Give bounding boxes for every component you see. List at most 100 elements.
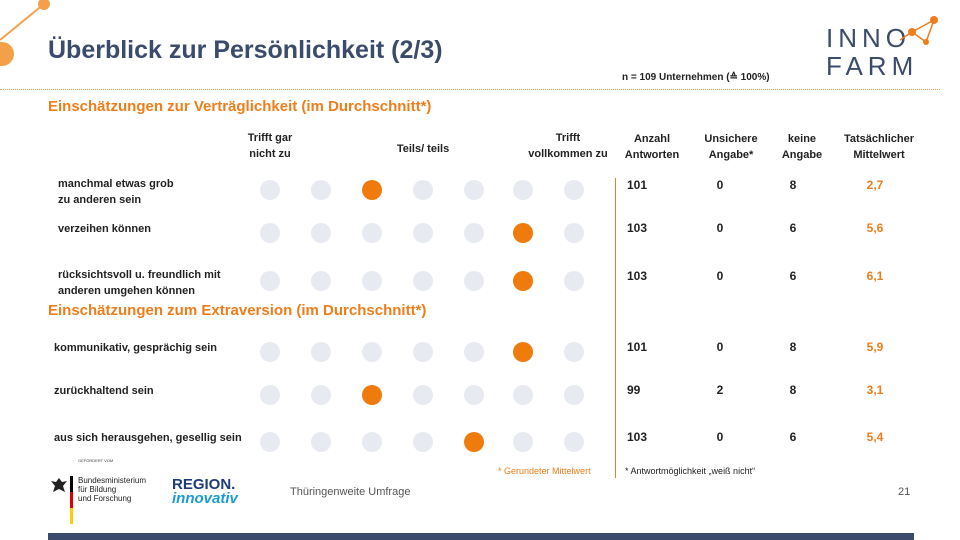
column-header-unsicher-l2: Angabe* xyxy=(708,149,754,161)
rating-dot xyxy=(311,385,331,405)
cell-keine: 8 xyxy=(789,340,797,354)
rating-dot xyxy=(260,342,280,362)
cell-anzahl: 101 xyxy=(627,340,648,354)
rating-dot xyxy=(362,271,382,291)
bmbf-logo: GEFÖRDERT VOM Bundesministerium für Bild… xyxy=(48,458,158,528)
rating-dot xyxy=(464,271,484,291)
eagle-icon xyxy=(51,478,67,492)
sample-size-note: n = 109 Unternehmen (≙ 100%) xyxy=(622,72,770,83)
row-label-line: zurückhaltend sein xyxy=(54,385,154,397)
section-title-vertraeglichkeit: Einschätzungen zur Verträglichkeit (im D… xyxy=(48,98,432,115)
scale-label-right-l1: Trifft xyxy=(555,132,581,144)
network-decoration xyxy=(0,0,50,66)
row-label-line: aus sich herausgehen, gesellig sein xyxy=(54,432,242,444)
row-label: manchmal etwas grob zu anderen sein xyxy=(58,176,174,208)
logo-line2: FARM xyxy=(826,51,919,81)
cell-mittelwert: 5,6 xyxy=(866,221,884,235)
footer-text: Thüringenweite Umfrage xyxy=(290,486,411,498)
rating-dot-selected xyxy=(513,271,533,291)
column-header-mittelwert: Tatsächlicher Mittelwert xyxy=(836,131,922,163)
region-logo-line1: REGION. xyxy=(172,476,236,493)
footnote-star-marker: * xyxy=(625,466,629,476)
rating-dot xyxy=(260,223,280,243)
rating-dot xyxy=(311,342,331,362)
footnote-rounded-marker: * xyxy=(498,466,502,476)
column-header-anzahl-l2: Antworten xyxy=(624,149,680,161)
cell-anzahl: 99 xyxy=(627,383,641,397)
rating-dot xyxy=(260,271,280,291)
rating-dot xyxy=(513,432,533,452)
scale-label-left-l2: nicht zu xyxy=(249,148,291,160)
footer-bar xyxy=(48,533,914,540)
rating-dot xyxy=(513,180,533,200)
footnote-rounded: * Gerundeter Mittelwert xyxy=(498,466,591,476)
scale-label-left-l1: Trifft gar xyxy=(247,132,293,144)
rating-dot xyxy=(564,180,584,200)
region-innovativ-logo: REGION. innovativ xyxy=(172,476,238,507)
logo-network-icon xyxy=(899,16,938,45)
cell-unsicher: 0 xyxy=(716,269,724,283)
page-title: Überblick zur Persönlichkeit (2/3) xyxy=(48,36,443,64)
rating-dot xyxy=(564,342,584,362)
cell-mittelwert: 3,1 xyxy=(866,383,884,397)
header-divider xyxy=(0,89,940,90)
rating-dot xyxy=(311,271,331,291)
row-label: verzeihen können xyxy=(58,221,151,237)
rating-dot xyxy=(564,385,584,405)
row-label-line: anderen umgehen können xyxy=(58,285,195,297)
funder-label: GEFÖRDERT VOM xyxy=(78,458,114,463)
rating-dot-selected xyxy=(464,432,484,452)
cell-anzahl: 101 xyxy=(627,178,648,192)
row-label-line: kommunikativ, gesprächig sein xyxy=(54,342,218,354)
rating-dot xyxy=(564,271,584,291)
column-header-unsicher-l1: Unsichere xyxy=(704,133,758,145)
cell-mittelwert: 5,4 xyxy=(866,430,884,444)
rating-dot xyxy=(260,180,280,200)
cell-unsicher: 2 xyxy=(716,383,724,397)
column-header-mittelwert-l1: Tatsächlicher xyxy=(843,133,915,145)
row-label: kommunikativ, gesprächig sein xyxy=(54,340,217,356)
cell-mittelwert: 6,1 xyxy=(866,269,884,283)
cell-unsicher: 0 xyxy=(716,340,724,354)
rating-dot xyxy=(260,432,280,452)
cell-unsicher: 0 xyxy=(716,178,724,192)
cell-anzahl: 103 xyxy=(627,221,648,235)
row-label-line: zu anderen sein xyxy=(58,194,142,206)
rating-dot xyxy=(311,223,331,243)
rating-dot xyxy=(564,432,584,452)
cell-keine: 8 xyxy=(789,383,797,397)
column-header-keine-l1: keine xyxy=(787,133,817,145)
rating-dot xyxy=(413,385,433,405)
rating-dot-selected xyxy=(513,223,533,243)
row-label: zurückhaltend sein xyxy=(54,383,154,399)
rating-dot xyxy=(260,385,280,405)
rating-dot xyxy=(311,180,331,200)
cell-keine: 6 xyxy=(789,221,797,235)
ministry-name: Bundesministerium für Bildung und Forsch… xyxy=(78,476,146,503)
cell-anzahl: 103 xyxy=(627,269,648,283)
ministry-line3: und Forschung xyxy=(78,494,132,503)
rating-dot xyxy=(564,223,584,243)
rating-dot-selected xyxy=(362,385,382,405)
cell-anzahl: 103 xyxy=(627,430,648,444)
cell-unsicher: 0 xyxy=(716,221,724,235)
row-label-line: rücksichtsvoll u. freundlich mit xyxy=(58,269,221,281)
ministry-line2: für Bildung xyxy=(78,485,117,494)
rating-dot-selected xyxy=(513,342,533,362)
scale-label-right: Trifft vollkommen zu xyxy=(520,130,616,162)
scale-label-right-l2: vollkommen zu xyxy=(528,148,608,160)
rating-dot xyxy=(464,223,484,243)
cell-keine: 8 xyxy=(789,178,797,192)
rating-dot xyxy=(413,271,433,291)
cell-keine: 6 xyxy=(789,269,797,283)
rating-dot xyxy=(464,342,484,362)
column-header-unsicher: Unsichere Angabe* xyxy=(696,131,766,163)
cell-mittelwert: 5,9 xyxy=(866,340,884,354)
cell-keine: 6 xyxy=(789,430,797,444)
region-logo-line2: innovativ xyxy=(172,490,238,507)
ministry-line1: Bundesministerium xyxy=(78,476,147,485)
cell-mittelwert: 2,7 xyxy=(866,178,884,192)
column-header-keine: keine Angabe xyxy=(767,131,837,163)
rating-dot xyxy=(513,385,533,405)
column-header-keine-l2: Angabe xyxy=(781,149,823,161)
